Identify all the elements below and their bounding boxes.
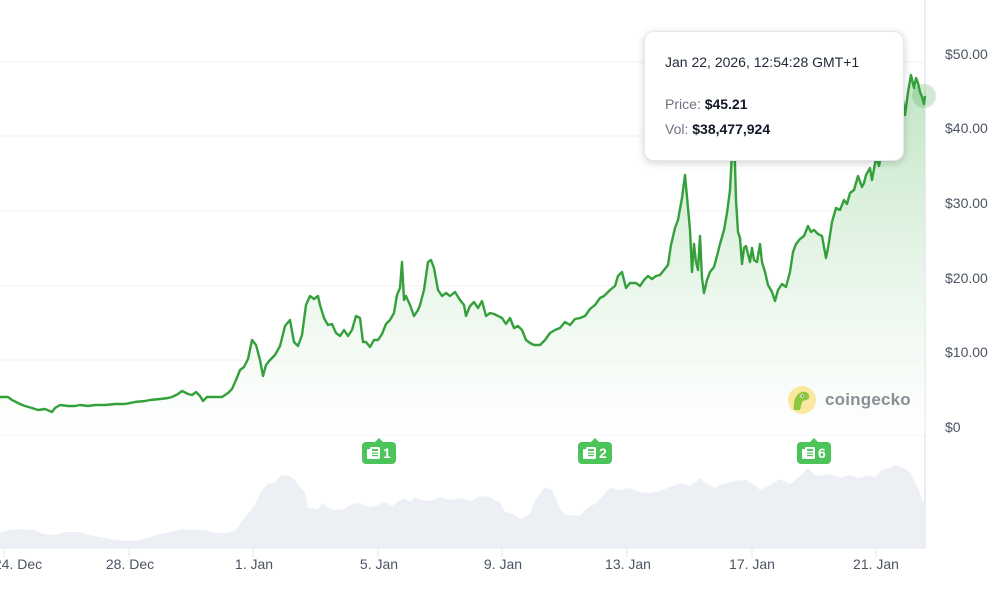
x-label-24-dec: 24. Dec xyxy=(0,556,43,572)
x-ticks xyxy=(0,547,925,557)
x-label-9-jan: 9. Jan xyxy=(483,556,523,572)
coingecko-watermark: coingecko xyxy=(788,386,911,414)
tooltip-price-label: Price: xyxy=(665,96,701,112)
x-label-1-jan: 1. Jan xyxy=(234,556,274,572)
news-count: 1 xyxy=(383,445,391,461)
y-label-30: $30.00 xyxy=(945,195,988,211)
news-count: 2 xyxy=(599,445,607,461)
x-label-13-jan: 13. Jan xyxy=(605,556,651,572)
gecko-logo-icon xyxy=(788,386,816,414)
watermark-text: coingecko xyxy=(825,390,911,409)
y-label-20: $20.00 xyxy=(945,270,988,286)
x-label-21-jan: 21. Jan xyxy=(853,556,899,572)
price-line xyxy=(0,73,927,414)
x-label-28-dec: 28. Dec xyxy=(105,556,155,572)
y-label-40: $40.00 xyxy=(945,120,988,136)
tooltip-volume-value: $38,477,924 xyxy=(692,121,771,137)
tooltip-datetime: Jan 22, 2026, 12:54:28 GMT+1 xyxy=(665,54,860,70)
news-badge-3[interactable]: 6 xyxy=(797,438,831,464)
x-label-5-jan: 5. Jan xyxy=(359,556,399,572)
y-label-0: $0 xyxy=(945,419,961,435)
tooltip-volume-label: Vol: xyxy=(665,121,689,137)
newspaper-icon xyxy=(802,447,815,459)
tooltip-price-row: Price: $45.21 xyxy=(665,96,748,112)
newspaper-icon xyxy=(367,447,380,459)
x-label-17-jan: 17. Jan xyxy=(729,556,775,572)
newspaper-icon xyxy=(583,447,596,459)
hover-marker xyxy=(912,84,936,108)
y-label-10: $10.00 xyxy=(945,344,988,360)
y-label-50: $50.00 xyxy=(945,46,988,62)
news-badge-2[interactable]: 2 xyxy=(578,438,612,464)
price-tooltip: Jan 22, 2026, 12:54:28 GMT+1 Price: $45.… xyxy=(644,31,904,161)
tooltip-price-value: $45.21 xyxy=(704,96,748,112)
news-badge-1[interactable]: 1 xyxy=(362,438,396,464)
price-area xyxy=(0,75,925,435)
tooltip-volume-row: Vol: $38,477,924 xyxy=(665,121,770,137)
news-count: 6 xyxy=(818,445,826,461)
volume-area xyxy=(0,465,925,548)
